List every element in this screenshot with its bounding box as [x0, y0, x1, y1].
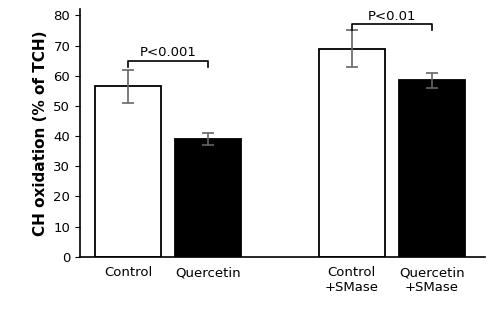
Y-axis label: CH oxidation (% of TCH): CH oxidation (% of TCH) [33, 30, 48, 236]
Bar [175, 139, 241, 257]
Bar [398, 80, 464, 257]
Bar [95, 86, 161, 257]
Bar [318, 49, 385, 257]
Text: P<0.01: P<0.01 [368, 10, 416, 23]
Text: P<0.001: P<0.001 [140, 46, 196, 59]
